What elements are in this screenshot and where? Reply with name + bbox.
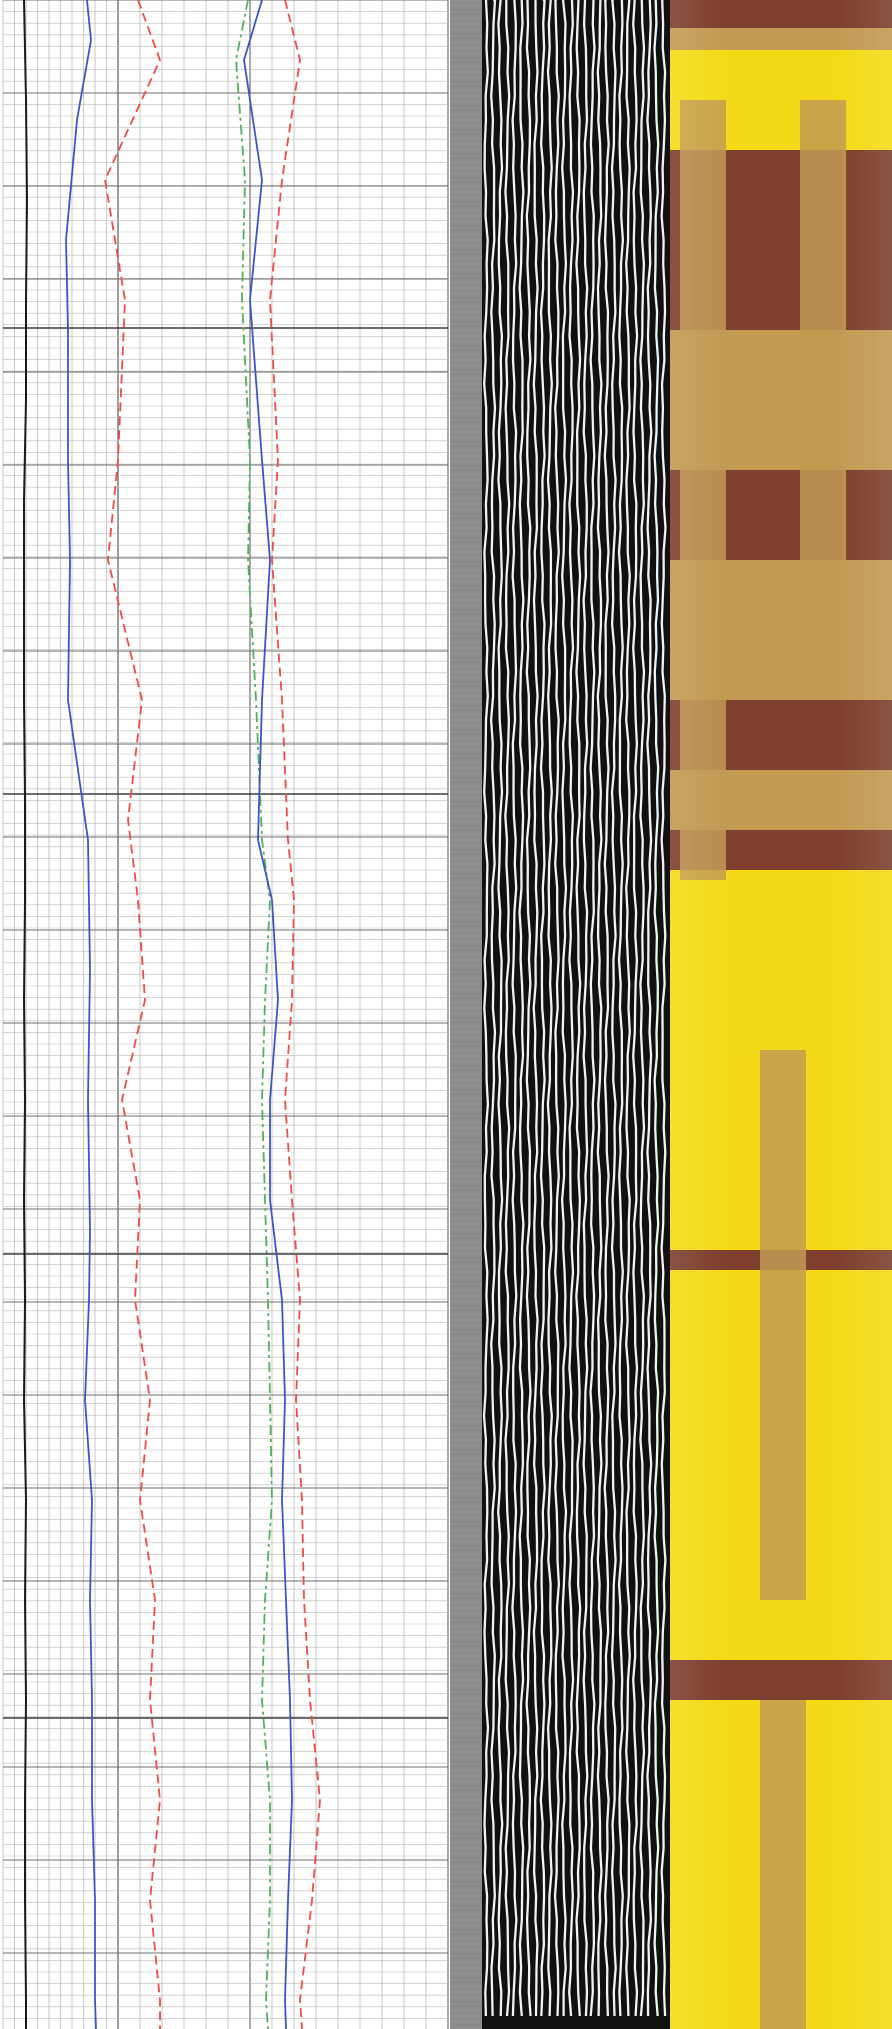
seismic-stripe xyxy=(525,0,532,2017)
seismic-stripe xyxy=(660,0,667,2017)
seismic-stripe xyxy=(532,0,539,2017)
seismic-stripe xyxy=(539,0,546,2017)
log-grid xyxy=(2,0,449,2029)
seismic-stripe xyxy=(504,0,511,2017)
log-curve-black-0 xyxy=(23,0,28,2029)
log-curve-red-5 xyxy=(269,0,321,2029)
image-log-shading xyxy=(670,0,892,2029)
seismic-stripe xyxy=(653,0,660,2017)
seismic-stripe xyxy=(632,0,639,2017)
seismic-stripe xyxy=(546,0,553,2017)
seismic-stripe xyxy=(482,0,490,2017)
seismic-stripe xyxy=(589,0,596,2017)
log-curve-red-2 xyxy=(104,0,161,2029)
depth-strip-fill xyxy=(450,0,482,2029)
depth-strip xyxy=(450,0,482,2029)
seismic-stripe xyxy=(582,0,589,2017)
log-curve-blue-4 xyxy=(243,0,293,2029)
seismic-stripe xyxy=(596,0,603,2017)
seismic-stripe xyxy=(610,0,617,2017)
seismic-stripe xyxy=(603,0,610,2017)
log-curve-green-3 xyxy=(235,0,273,2029)
seismic-track xyxy=(482,0,670,2029)
seismic-stripe xyxy=(560,0,568,2016)
image-log-track xyxy=(670,0,892,2029)
seismic-stripe xyxy=(575,0,582,2017)
seismic-stripe xyxy=(568,0,575,2017)
seismic-stripe xyxy=(639,0,646,2017)
grid-background xyxy=(3,0,448,2029)
seismic-stripe xyxy=(646,0,653,2017)
seismic-stripe xyxy=(518,0,525,2017)
log-curves xyxy=(23,0,321,2029)
seismic-stripe xyxy=(553,0,561,2017)
log-curve-blue-1 xyxy=(65,0,97,2029)
seismic-stripe xyxy=(625,0,631,2017)
seismic-stripe xyxy=(489,0,497,2017)
seismic-stripe xyxy=(497,0,504,2017)
seismic-stripe xyxy=(617,0,625,2017)
seismic-stripe xyxy=(511,0,518,2017)
